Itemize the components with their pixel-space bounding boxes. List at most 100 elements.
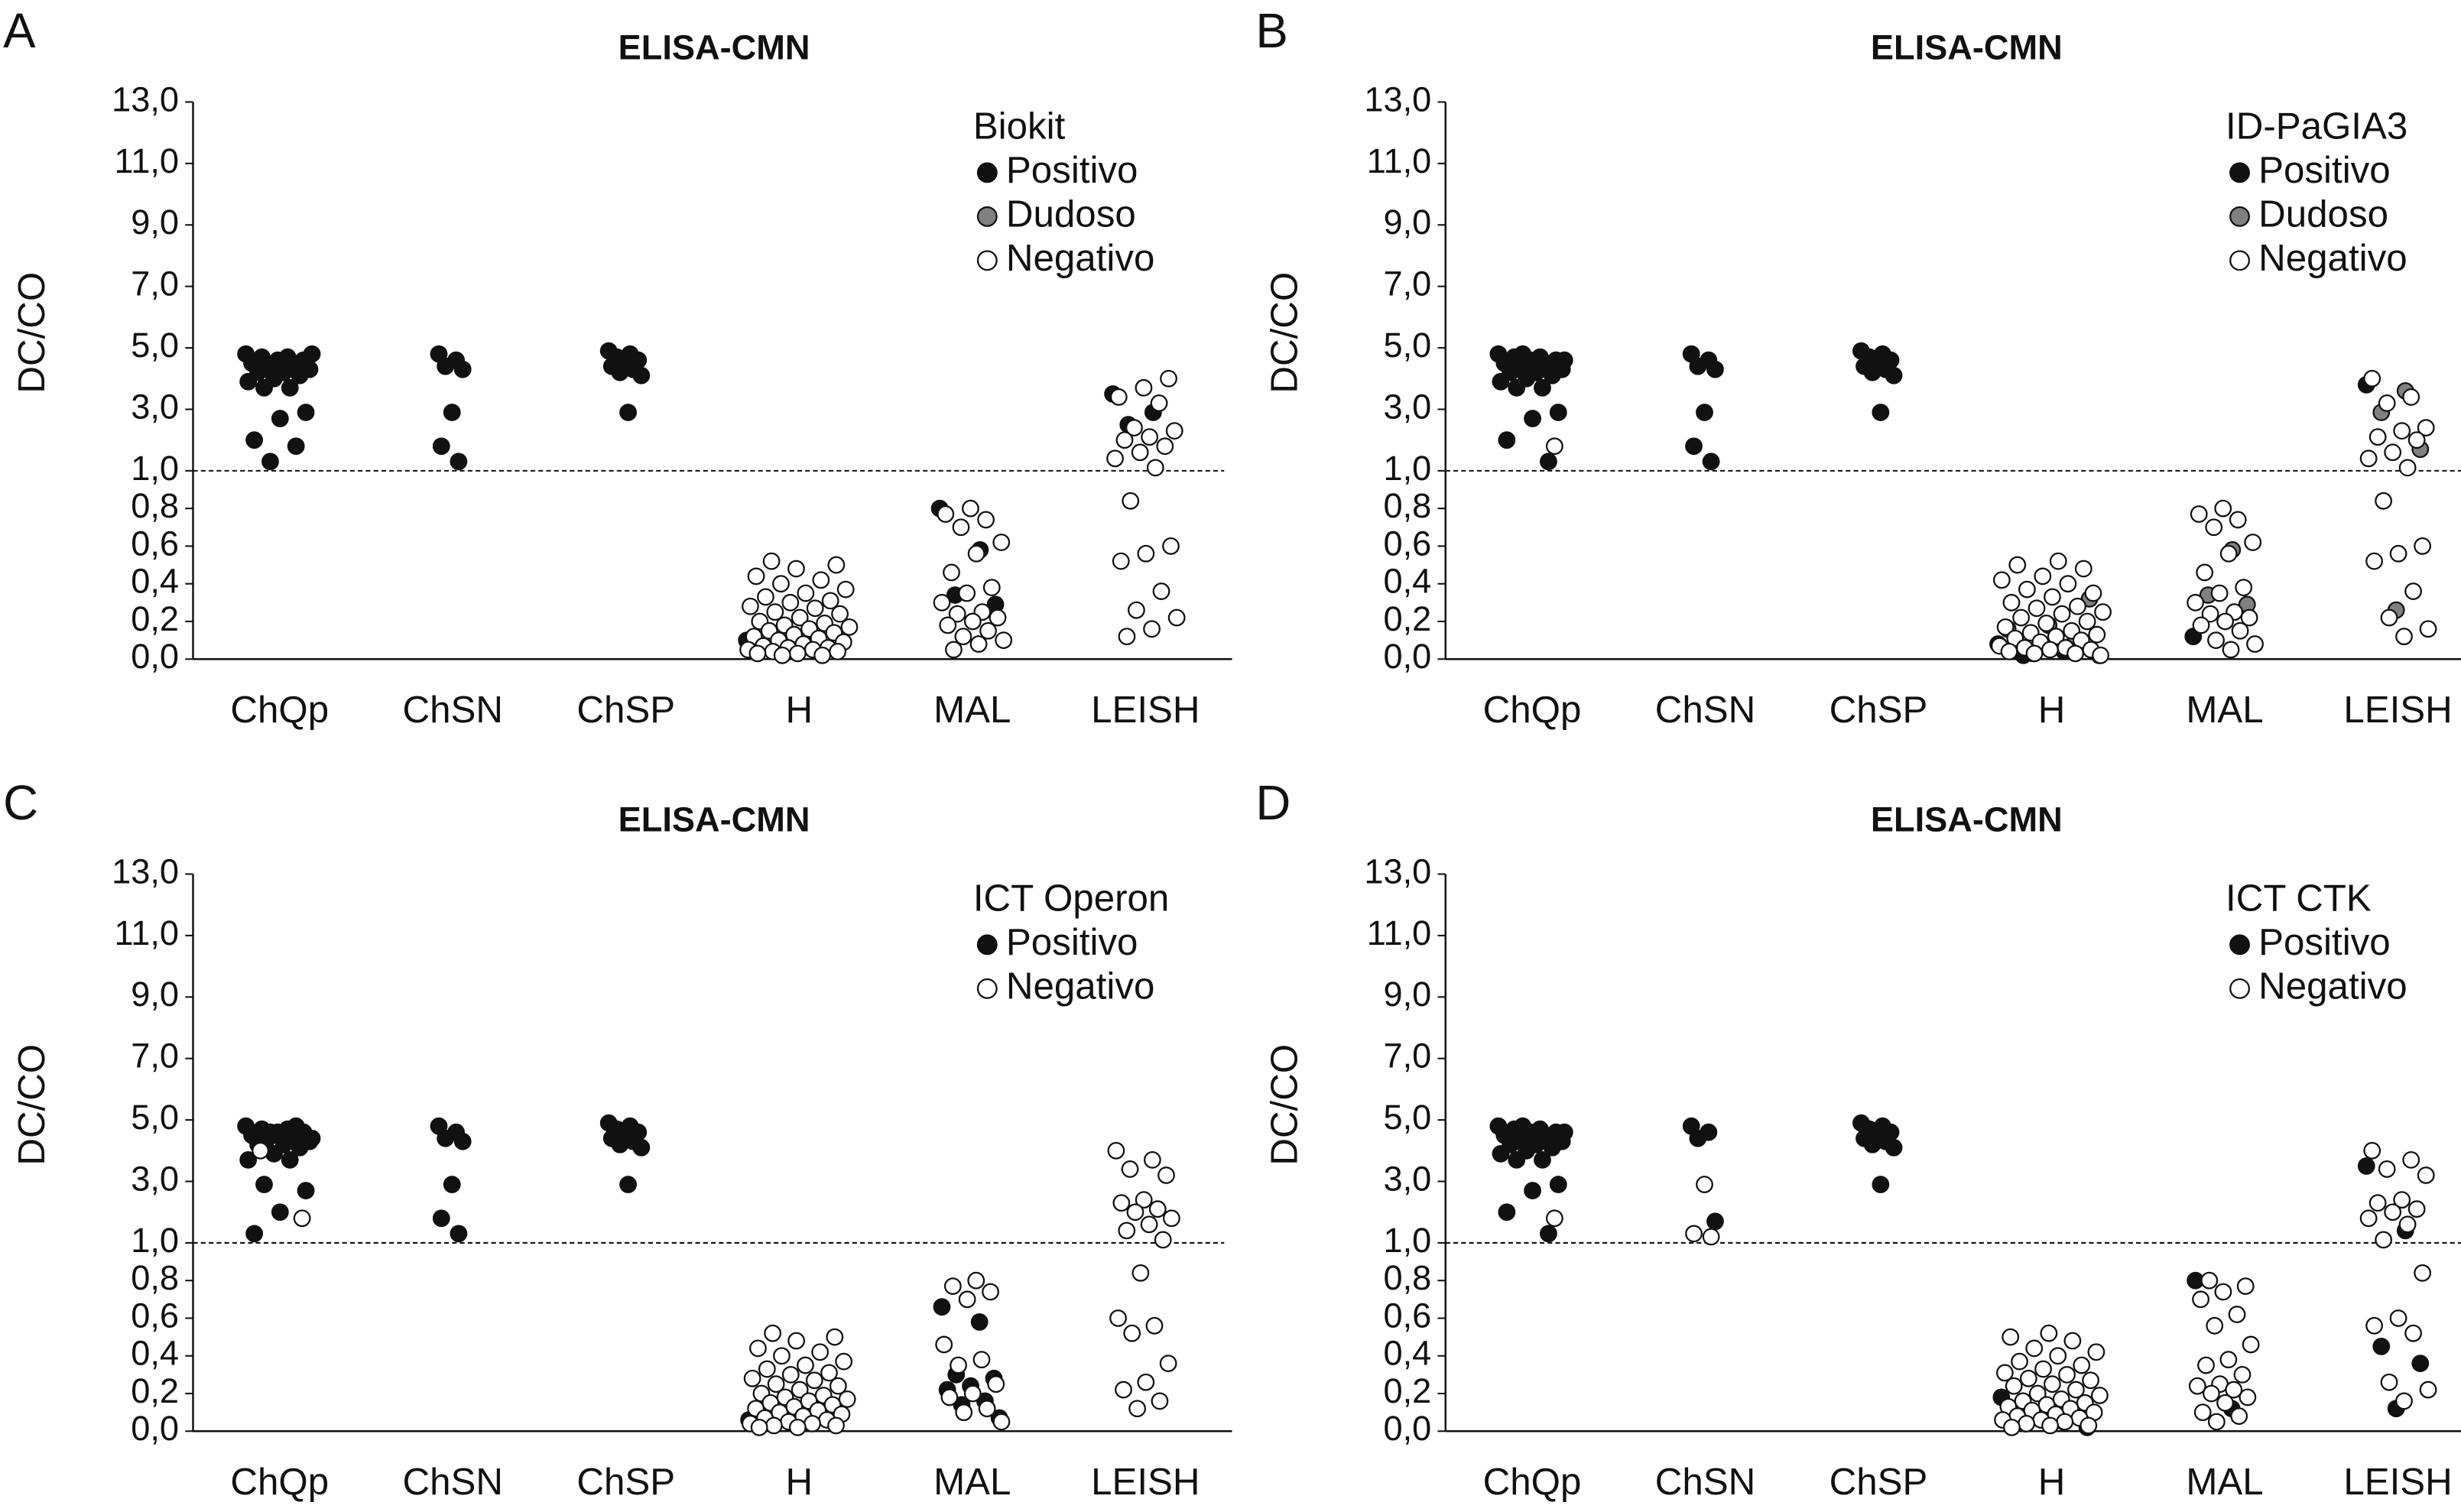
data-point: [2239, 1388, 2257, 1407]
data-point: [2228, 1306, 2246, 1323]
data-point: [432, 1209, 450, 1228]
data-point: [743, 1369, 761, 1387]
data-point: [261, 453, 279, 471]
data-point: [271, 410, 289, 427]
x-tick-label: MAL: [2186, 1461, 2263, 1503]
y-tick-label: 0,8: [131, 486, 179, 525]
x-tick-label: ChQp: [230, 689, 329, 731]
data-point: [2067, 1381, 2085, 1399]
data-point: [979, 621, 997, 640]
data-point: [2084, 584, 2102, 602]
data-point: [450, 453, 468, 471]
data-point: [293, 1209, 311, 1228]
y-tick-label: 0,2: [1383, 1371, 1431, 1410]
y-tick-label: 0,0: [1383, 637, 1431, 676]
y-tick-label: 3,0: [131, 1159, 179, 1198]
data-point: [437, 357, 455, 375]
data-point: [1122, 492, 1140, 510]
data-point: [2012, 608, 2030, 627]
x-tick-label: ChQp: [1483, 1461, 1582, 1503]
data-point: [1863, 1135, 1881, 1153]
data-point: [806, 599, 824, 618]
data-point: [958, 584, 976, 602]
legend-label: Positivo: [1006, 149, 1138, 191]
data-point: [827, 556, 846, 574]
y-tick-label: 0,6: [131, 1296, 179, 1335]
data-point: [788, 1418, 807, 1436]
legend-label: Dudoso: [2258, 193, 2388, 235]
y-tick-label: 0,2: [131, 599, 179, 638]
y-tick-label: 5,0: [131, 326, 179, 365]
y-tick-label: 13,0: [1364, 79, 1431, 118]
y-tick-label: 0,2: [131, 1371, 179, 1410]
data-point: [2219, 1351, 2238, 1369]
y-tick-label: 0,6: [1383, 1296, 1431, 1335]
data-point: [2040, 1324, 2058, 1342]
y-tick-label: 7,0: [1383, 264, 1431, 303]
y-tick-label: 0,4: [131, 1334, 179, 1373]
data-point: [1549, 1176, 1567, 1193]
data-point: [2235, 579, 2253, 597]
data-point: [1530, 1129, 1547, 1147]
data-point: [781, 593, 800, 612]
data-point: [1534, 378, 1551, 397]
data-point: [255, 378, 273, 397]
legend-label: Positivo: [2258, 149, 2391, 191]
data-point: [829, 1377, 847, 1395]
x-tick-label: ChQp: [1483, 689, 1582, 731]
data-point: [1152, 582, 1170, 600]
y-tick-label: 9,0: [1383, 203, 1431, 242]
data-point: [1118, 628, 1136, 646]
y-tick-label: 3,0: [131, 387, 179, 426]
data-point: [2368, 428, 2387, 446]
legend-marker: [976, 934, 998, 956]
legend-label: Negativo: [2258, 965, 2407, 1007]
data-point: [811, 1343, 830, 1361]
data-point: [954, 628, 972, 646]
data-point: [443, 404, 461, 421]
data-point: [2073, 1356, 2091, 1374]
data-point: [2225, 1381, 2243, 1399]
data-point: [2407, 431, 2426, 449]
x-tick-label: ChSN: [403, 689, 503, 731]
panel-letter: B: [1255, 4, 1287, 58]
data-point: [1508, 1150, 1526, 1169]
data-point: [1162, 537, 1180, 555]
data-point: [2419, 620, 2437, 638]
data-point: [2246, 635, 2264, 653]
data-point: [2417, 419, 2435, 436]
y-tick-label: 1,0: [131, 449, 179, 488]
data-point: [838, 1390, 856, 1408]
data-point: [1141, 428, 1159, 446]
data-point: [765, 1416, 783, 1435]
x-tick-label: H: [2038, 1461, 2066, 1503]
data-point: [1128, 601, 1145, 619]
data-point: [1135, 378, 1153, 397]
data-point: [2011, 1352, 2028, 1371]
data-point: [987, 1375, 1005, 1394]
data-point: [1706, 360, 1724, 378]
data-point: [1702, 1228, 1720, 1246]
y-axis-label: DC/CO: [1263, 272, 1305, 394]
data-point: [252, 1141, 269, 1160]
data-point: [821, 592, 839, 610]
data-point: [2393, 1191, 2411, 1209]
data-point: [261, 1123, 279, 1141]
data-point: [2082, 1371, 2099, 1390]
data-point: [977, 511, 995, 529]
data-point: [2384, 1203, 2402, 1222]
data-point: [2187, 593, 2205, 612]
data-point: [2074, 560, 2092, 578]
data-point: [1498, 1203, 1516, 1222]
data-point: [1118, 1222, 1136, 1240]
data-point: [840, 618, 859, 636]
legend-label: Positivo: [1006, 921, 1138, 963]
y-tick-label: 13,0: [112, 852, 179, 891]
panel-letter: D: [1255, 776, 1291, 830]
data-point: [781, 1365, 800, 1384]
data-point: [1156, 437, 1174, 456]
data-point: [750, 1418, 768, 1436]
y-tick-label: 0,8: [1383, 486, 1431, 525]
data-point: [1508, 378, 1526, 397]
